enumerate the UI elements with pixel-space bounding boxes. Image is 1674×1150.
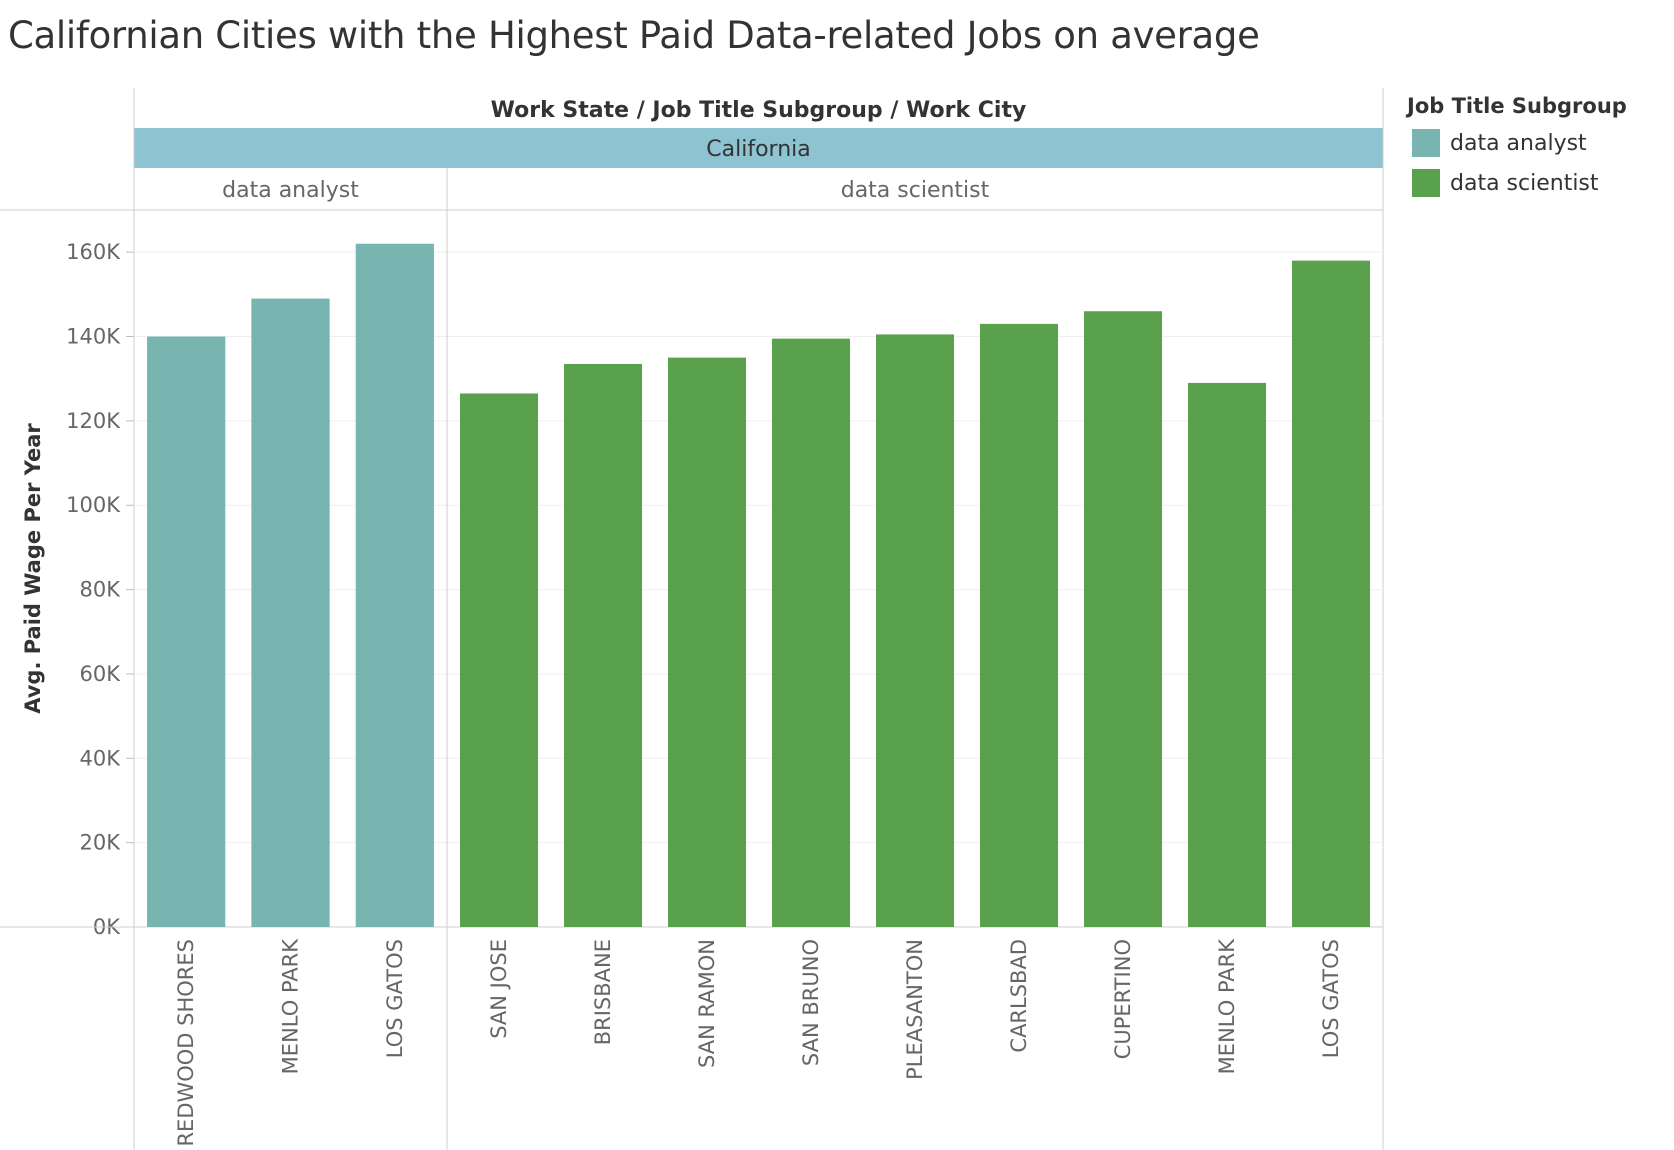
header-path-separator: / bbox=[629, 98, 652, 123]
bar bbox=[460, 393, 538, 927]
state-label: California bbox=[706, 137, 810, 162]
bar bbox=[668, 357, 746, 927]
x-tick-label: LOS GATOS bbox=[383, 939, 407, 1058]
header-path: Work State / Job Title Subgroup / Work C… bbox=[491, 98, 1027, 123]
y-tick-label: 120K bbox=[66, 409, 121, 433]
state-band bbox=[134, 128, 1383, 168]
y-axis-title: Avg. Paid Wage Per Year bbox=[21, 423, 45, 714]
legend-swatch-data-scientist bbox=[1412, 169, 1440, 197]
legend-label: data scientist bbox=[1450, 170, 1599, 196]
group-label: data analyst bbox=[222, 178, 359, 203]
bar bbox=[147, 336, 226, 927]
x-tick-label: BRISBANE bbox=[591, 939, 615, 1045]
legend-swatch-data-analyst bbox=[1412, 129, 1440, 157]
header-path-part: Work City bbox=[906, 98, 1026, 123]
x-tick-label: SAN BRUNO bbox=[799, 939, 823, 1066]
bar bbox=[1292, 260, 1370, 927]
y-tick-label: 40K bbox=[80, 746, 122, 770]
chart-title: Californian Cities with the Highest Paid… bbox=[8, 14, 1260, 57]
y-tick-label: 80K bbox=[80, 578, 122, 602]
bar bbox=[564, 363, 642, 928]
x-tick-label: SAN JOSE bbox=[487, 939, 511, 1039]
legend-label: data analyst bbox=[1450, 130, 1587, 156]
bar bbox=[355, 243, 434, 927]
header-path-part: Job Title Subgroup bbox=[650, 98, 882, 123]
group-label: data scientist bbox=[841, 178, 990, 203]
legend-title: Job Title Subgroup bbox=[1407, 94, 1627, 118]
x-tick-label: MENLO PARK bbox=[1215, 938, 1239, 1075]
x-tick-label: MENLO PARK bbox=[279, 938, 303, 1075]
bar bbox=[772, 338, 850, 927]
bar bbox=[1188, 382, 1266, 927]
y-tick-label: 20K bbox=[80, 831, 122, 855]
legend-item-data-scientist[interactable]: data scientist bbox=[1412, 169, 1599, 197]
bar bbox=[980, 323, 1058, 927]
y-tick-label: 140K bbox=[66, 325, 121, 349]
bar bbox=[1084, 311, 1162, 928]
y-tick-label: 160K bbox=[66, 240, 121, 264]
x-tick-label: PLEASANTON bbox=[903, 939, 927, 1080]
bar bbox=[251, 298, 330, 928]
x-tick-label: REDWOOD SHORES bbox=[174, 939, 198, 1147]
x-tick-label: CUPERTINO bbox=[1111, 939, 1135, 1059]
legend-item-data-analyst[interactable]: data analyst bbox=[1412, 129, 1587, 157]
bar bbox=[876, 334, 954, 927]
header-path-part: Work State bbox=[491, 98, 629, 123]
y-tick-label: 100K bbox=[66, 493, 121, 517]
x-tick-label: SAN RAMON bbox=[695, 939, 719, 1068]
y-tick-label: 60K bbox=[80, 662, 122, 686]
header-path-separator: / bbox=[883, 98, 906, 123]
x-tick-label: CARLSBAD bbox=[1007, 939, 1031, 1053]
x-tick-label: LOS GATOS bbox=[1319, 939, 1343, 1058]
